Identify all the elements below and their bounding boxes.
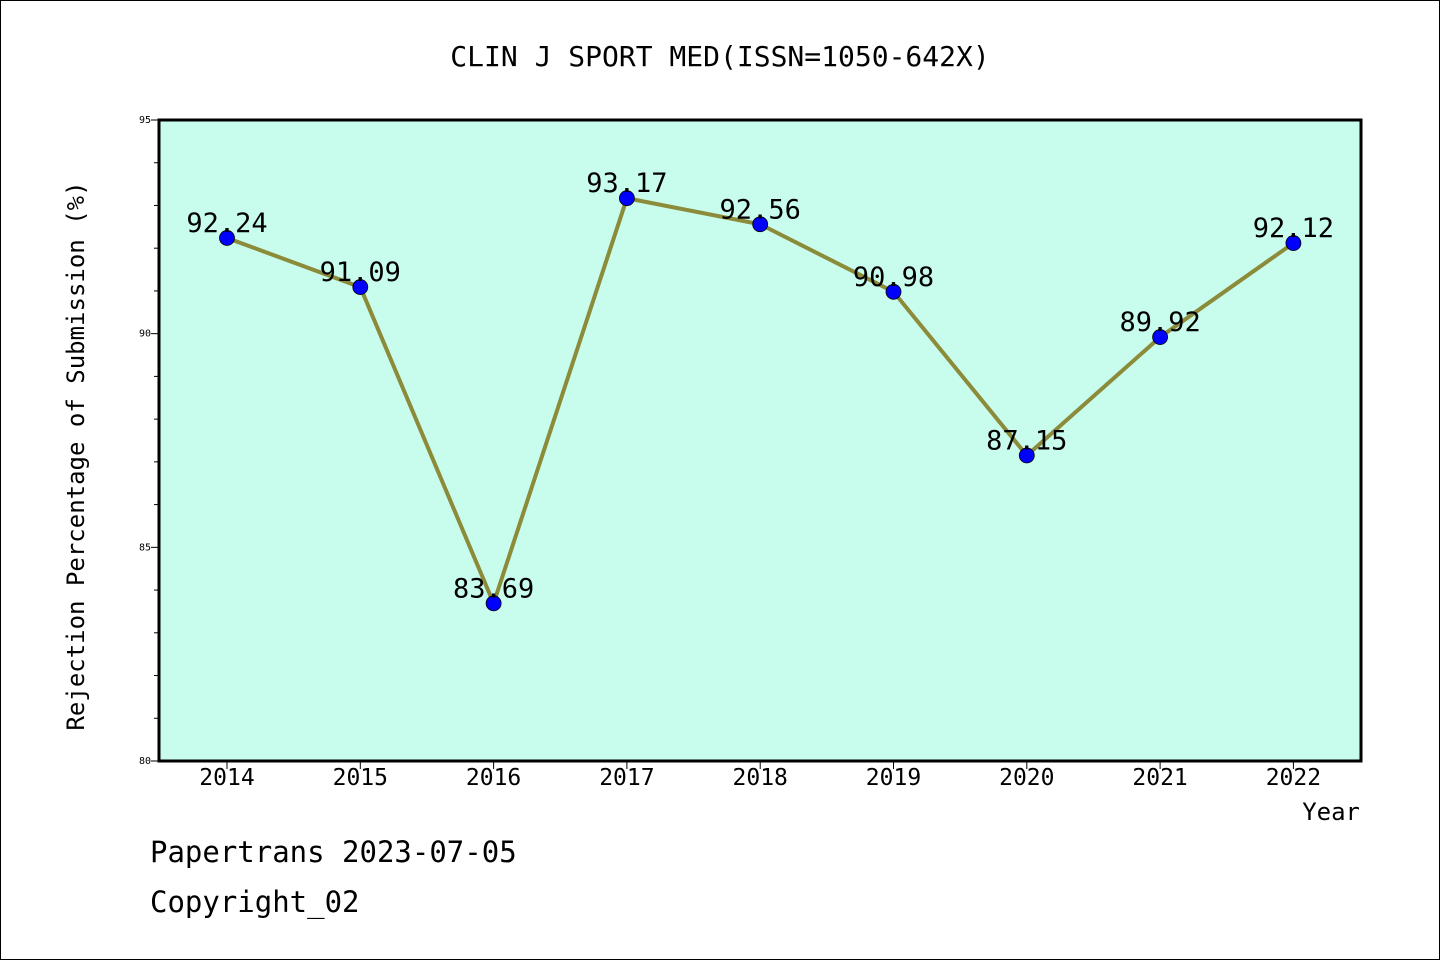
- data-point: [352, 279, 369, 295]
- data-label: 92.56: [720, 194, 801, 225]
- data-point: [752, 216, 769, 233]
- x-axis-label: Year: [1302, 798, 1360, 826]
- data-point: [219, 230, 235, 246]
- x-tick-label: 2018: [733, 765, 788, 791]
- x-tick-label: 2014: [199, 765, 254, 791]
- footer-date: Papertrans 2023-07-05: [150, 835, 517, 869]
- data-point: [885, 283, 902, 300]
- data-label: 92.12: [1253, 213, 1334, 244]
- data-point: [619, 190, 635, 207]
- x-tick-label: 2022: [1266, 765, 1321, 791]
- footer-copyright: Copyright_02: [150, 885, 360, 919]
- x-axis: 2014 2015 2016 2017 2018 2019 2020 2021 2022: [199, 761, 1321, 791]
- x-tick-label: 2020: [999, 765, 1054, 791]
- y-tick-label: 90: [139, 329, 151, 340]
- x-tick-label: 2019: [866, 765, 921, 791]
- data-point: [485, 595, 502, 612]
- x-tick-label: 2021: [1132, 765, 1187, 791]
- data-labels: 92.24 91.09 83.69 93.17 92.56 90.98 87.15 89.92…: [186, 168, 1334, 604]
- series-markers: [219, 190, 1302, 612]
- data-label: 93.17: [586, 168, 667, 199]
- y-tick-label: 95: [139, 115, 151, 126]
- y-axis-label: Rejection Percentage of Submission (%): [62, 181, 90, 730]
- data-point: [1285, 235, 1302, 251]
- data-label: 91.09: [320, 257, 401, 288]
- data-label: 92.24: [186, 208, 267, 239]
- data-label: 90.98: [853, 262, 934, 293]
- x-tick-label: 2015: [333, 765, 388, 791]
- data-label: 83.69: [453, 573, 534, 604]
- y-tick-label: 80: [139, 756, 151, 767]
- x-tick-label: 2016: [466, 765, 521, 791]
- data-point: [1018, 447, 1035, 464]
- y-tick-label: 85: [139, 542, 151, 553]
- data-point: [1152, 329, 1168, 345]
- y-axis: 80 85 90 95: [139, 115, 159, 767]
- data-label: 89.92: [1119, 307, 1200, 338]
- data-label: 87.15: [986, 425, 1067, 456]
- chart-title: CLIN J SPORT MED(ISSN=1050-642X): [450, 40, 989, 73]
- x-tick-label: 2017: [599, 765, 654, 791]
